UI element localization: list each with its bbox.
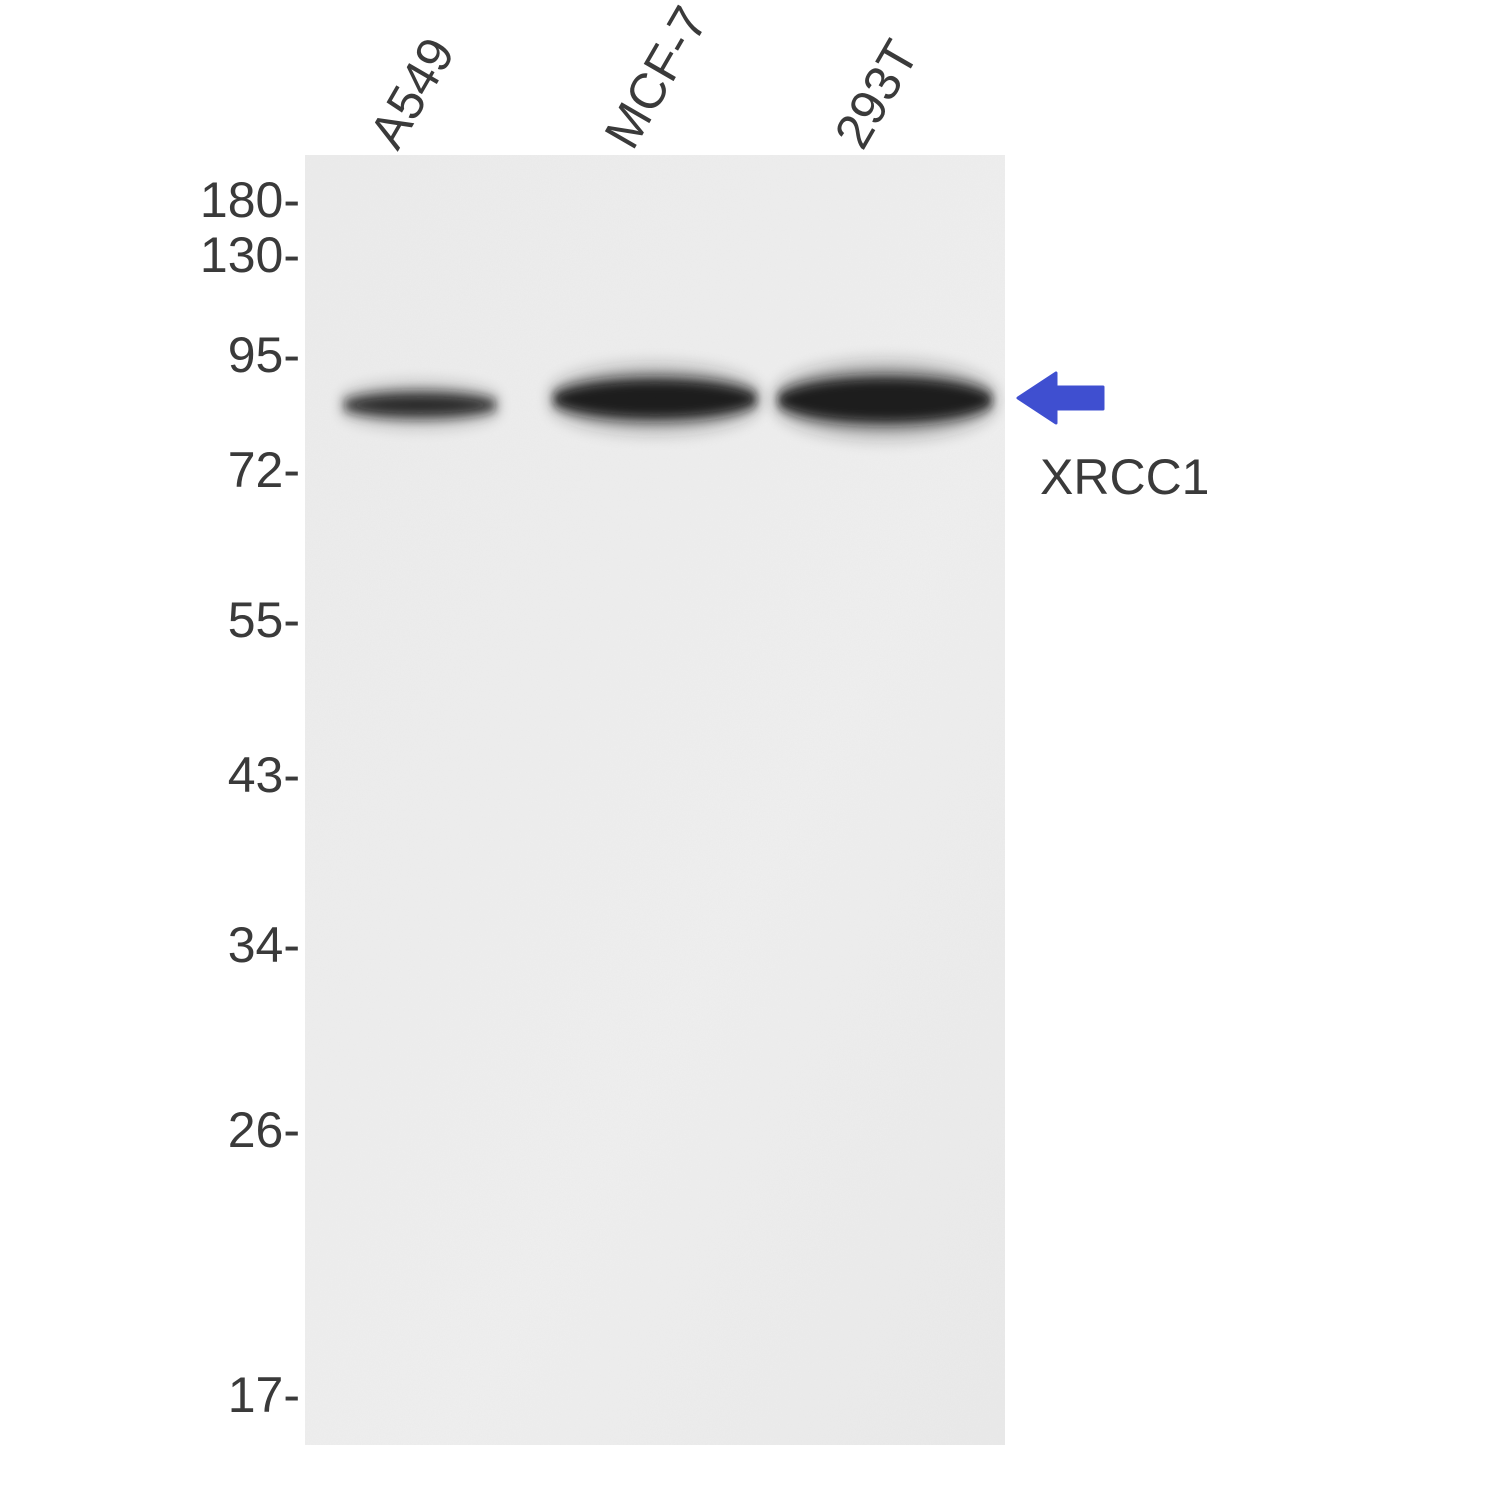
westernblot-figure: A549 MCF-7 293T 180-130- 95- 72- 55- 43- 34- 26-… — [0, 0, 1500, 1500]
mw-marker-label: 180- — [120, 171, 300, 229]
mw-marker-label: 34- — [120, 916, 300, 974]
blot-band — [778, 377, 993, 423]
mw-marker-label: 17- — [120, 1366, 300, 1424]
lane-label: 293T — [823, 30, 930, 158]
mw-marker-label: 95- — [120, 326, 300, 384]
mw-marker-label: 43- — [120, 746, 300, 804]
blot-membrane — [305, 155, 1005, 1445]
lane-label: MCF-7 — [593, 0, 720, 158]
mw-marker-label: 55- — [120, 591, 300, 649]
mw-marker-label: 26- — [120, 1101, 300, 1159]
arrow-left-icon — [1018, 373, 1103, 423]
lane-label: A549 — [358, 28, 467, 158]
blot-band — [343, 393, 498, 417]
target-protein-label: XRCC1 — [1040, 448, 1209, 506]
blot-band — [553, 379, 758, 419]
mw-marker-label: 72- — [120, 441, 300, 499]
mw-marker-label: 130- — [120, 226, 300, 284]
